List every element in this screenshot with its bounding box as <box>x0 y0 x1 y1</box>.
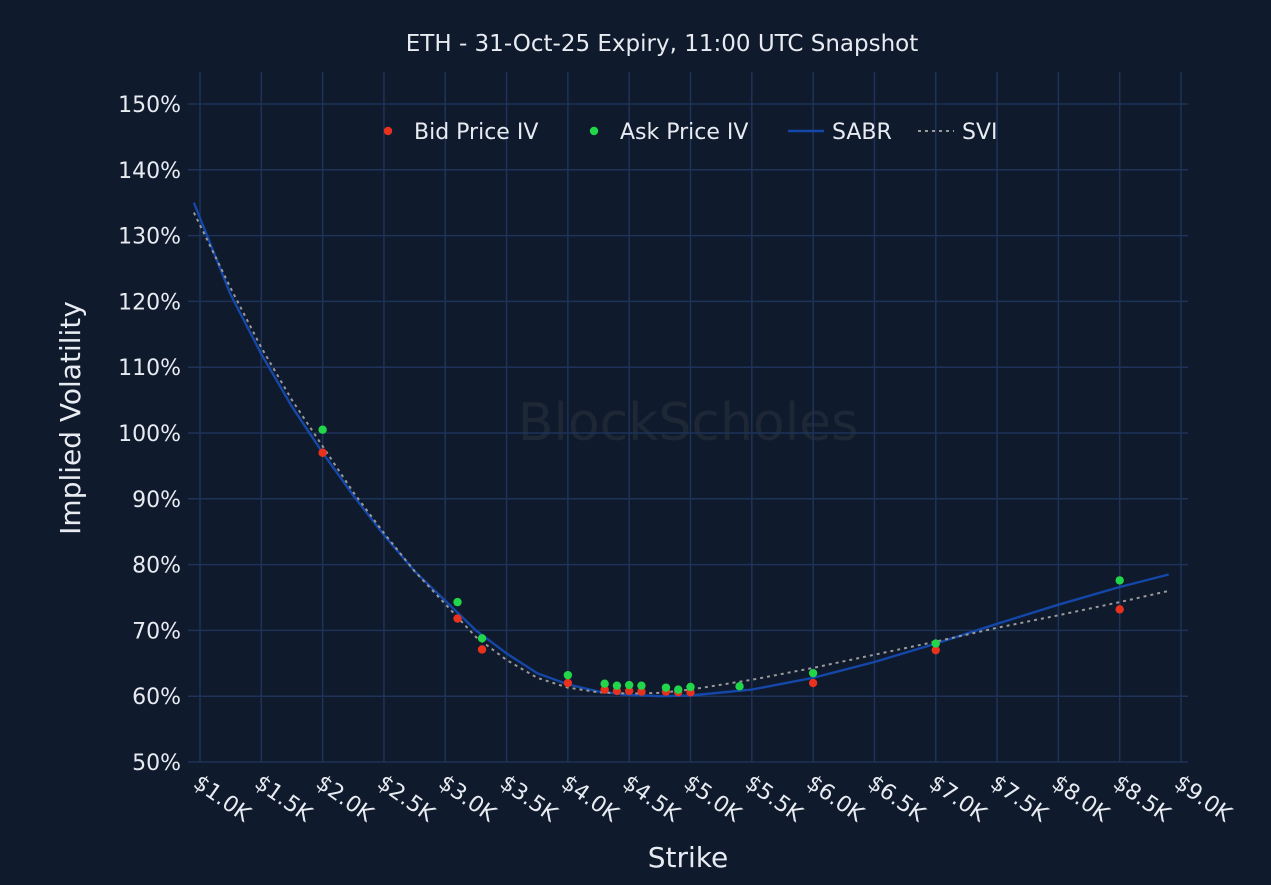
bid-iv-point <box>931 645 940 655</box>
bid-iv-point <box>318 448 327 457</box>
y-tick-label: 130% <box>118 225 181 250</box>
y-axis-label: Implied Volatility <box>54 301 87 535</box>
ask-iv-point <box>563 670 573 680</box>
bid-iv-point <box>637 687 646 696</box>
bid-iv-point <box>624 686 634 696</box>
bid-iv-point <box>808 678 818 688</box>
y-tick-label: 80% <box>132 554 181 579</box>
legend-marker <box>383 126 393 136</box>
legend-marker <box>589 126 599 136</box>
bid-iv-point <box>563 678 573 688</box>
series-layer <box>192 202 1169 698</box>
legend-label: SVI <box>962 120 998 145</box>
ask-iv-point <box>686 682 695 692</box>
legend-label: Ask Price IV <box>620 120 748 145</box>
y-tick-label: 100% <box>118 422 181 447</box>
y-tick-label: 90% <box>132 488 181 513</box>
chart-title: ETH - 31-Oct-25 Expiry, 11:00 UTC Snapsh… <box>406 31 919 57</box>
y-tick-label: 120% <box>118 290 181 315</box>
grid <box>188 72 1188 763</box>
bid-iv-point <box>600 685 609 694</box>
ask-iv-point <box>477 634 487 643</box>
y-tick-label: 150% <box>118 93 181 118</box>
x-axis-label: Strike <box>648 841 729 874</box>
bid-iv-point <box>477 645 487 654</box>
legend: Bid Price IV Ask Price IV SABR SVI <box>383 120 998 145</box>
ask-iv-point <box>637 681 646 690</box>
bid-iv-point <box>453 614 462 623</box>
ask-iv-point <box>661 683 671 692</box>
ask-iv-point <box>674 685 683 694</box>
y-tick-label: 110% <box>118 356 181 381</box>
ask-iv-point <box>735 682 744 691</box>
ask-iv-point <box>612 681 622 690</box>
watermark: BlockScholes <box>518 393 859 453</box>
ask-iv-point <box>624 680 634 690</box>
y-tick-label: 140% <box>118 159 181 184</box>
svi-curve <box>193 212 1169 695</box>
ask-iv-point <box>453 597 462 607</box>
y-tick-label: 60% <box>132 685 181 710</box>
bid-iv-point <box>1115 605 1124 614</box>
ask-iv-point <box>1115 576 1124 585</box>
legend-label: SABR <box>832 120 892 145</box>
y-tick-label: 70% <box>132 619 181 644</box>
ask-iv-point <box>808 668 818 678</box>
ask-iv-point <box>318 425 327 434</box>
y-tick-label: 50% <box>132 751 181 776</box>
ask-iv-point <box>600 679 609 688</box>
ask-iv-point <box>931 639 940 648</box>
legend-label: Bid Price IV <box>414 120 538 145</box>
y-axis-ticks: 50% 60% 70% 80% 90% 100% 110% 120% 130% 140% 150% <box>118 93 181 776</box>
